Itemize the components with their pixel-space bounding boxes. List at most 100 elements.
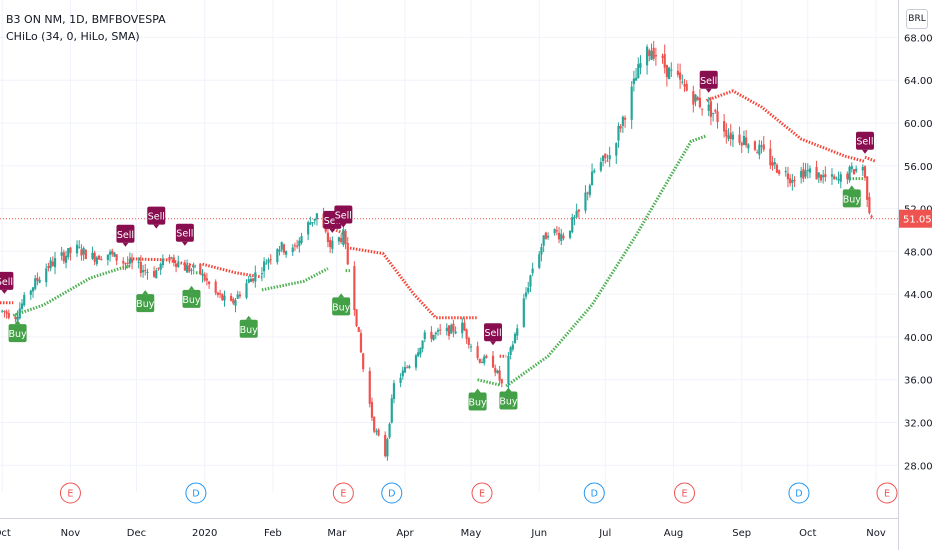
dividend-event-circle[interactable] xyxy=(185,482,207,504)
candle-body xyxy=(403,367,407,373)
candle xyxy=(168,254,171,264)
dividend-event-circle[interactable] xyxy=(583,482,605,504)
dividend-event-circle[interactable] xyxy=(381,482,403,504)
earnings-event-circle[interactable] xyxy=(674,482,696,504)
candle xyxy=(269,254,272,265)
candle-body xyxy=(745,137,748,146)
candle xyxy=(313,218,316,225)
candle-body xyxy=(414,355,418,368)
candle-body xyxy=(773,162,776,165)
candle xyxy=(593,168,596,174)
candle-body xyxy=(7,312,10,318)
candle xyxy=(177,255,180,268)
candle-body xyxy=(786,173,790,180)
candle xyxy=(648,48,651,62)
candle xyxy=(555,226,558,236)
currency-button[interactable]: BRL xyxy=(906,9,928,29)
candle xyxy=(362,352,365,373)
earnings-event-marker[interactable]: E xyxy=(471,482,493,504)
dividend-event-marker[interactable]: D xyxy=(788,482,810,504)
candle-body xyxy=(344,230,347,244)
earnings-event-marker[interactable]: E xyxy=(876,482,898,504)
candle xyxy=(588,183,591,198)
candle xyxy=(100,256,103,261)
candle xyxy=(538,251,541,270)
candle-body xyxy=(833,176,836,180)
candle xyxy=(203,272,206,282)
hilo-sell-line xyxy=(129,257,197,268)
candle xyxy=(7,309,10,320)
candle-body xyxy=(36,277,39,281)
earnings-event-circle[interactable] xyxy=(471,482,493,504)
candle xyxy=(113,252,116,258)
chart-legend: B3 ON NM, 1D, BMFBOVESPA CHiLo (34, 0, H… xyxy=(6,11,166,45)
candle-body xyxy=(725,129,728,137)
indicator-title[interactable]: CHiLo (34, 0, HiLo, SMA) xyxy=(6,30,140,43)
candle xyxy=(454,326,457,335)
candle-body xyxy=(676,70,680,75)
candle-body xyxy=(137,261,140,263)
earnings-event-circle[interactable] xyxy=(59,482,81,504)
candle xyxy=(218,289,222,299)
candle-body xyxy=(822,175,825,178)
earnings-event-marker[interactable]: E xyxy=(59,482,81,504)
candle-body xyxy=(617,125,620,141)
candle-body xyxy=(723,121,726,132)
candle xyxy=(615,142,618,165)
earnings-event-marker[interactable]: E xyxy=(674,482,696,504)
candle xyxy=(667,66,671,80)
candle xyxy=(439,323,442,336)
candle-body xyxy=(491,355,495,368)
candle-body xyxy=(590,171,594,186)
candle xyxy=(93,250,96,266)
candle xyxy=(773,157,776,170)
buy-signal-badge xyxy=(8,324,27,343)
candle xyxy=(62,249,65,264)
sell-signal-pointer xyxy=(153,224,160,229)
candle-body xyxy=(615,143,618,156)
dividend-event-marker[interactable]: D xyxy=(185,482,207,504)
candle-body xyxy=(553,229,556,234)
hilo-buy-line xyxy=(261,267,329,292)
candle xyxy=(837,171,840,184)
candle xyxy=(152,266,156,278)
candle xyxy=(144,263,147,276)
candle xyxy=(683,79,686,92)
dividend-event-marker[interactable]: D xyxy=(381,482,403,504)
candle xyxy=(742,130,746,146)
hilo-buy-line xyxy=(477,378,500,387)
candle xyxy=(661,53,664,64)
candle-body xyxy=(861,166,864,171)
candle xyxy=(445,323,448,336)
symbol-title[interactable]: B3 ON NM, 1D, BMFBOVESPA xyxy=(6,13,166,26)
earnings-event-marker[interactable]: E xyxy=(332,482,354,504)
candle-body xyxy=(663,54,666,68)
candle xyxy=(36,272,39,286)
sell-signal-label: Sell xyxy=(484,328,501,339)
candle xyxy=(23,291,26,307)
candle xyxy=(784,166,787,177)
buy-signal: Buy xyxy=(332,293,351,316)
candle-body xyxy=(555,230,558,232)
candle-body xyxy=(282,244,286,253)
earnings-event-circle[interactable] xyxy=(876,482,898,504)
candle xyxy=(654,47,657,66)
candle-body xyxy=(31,287,35,292)
candle xyxy=(14,313,17,323)
candle xyxy=(599,157,602,173)
hilo-buy-line xyxy=(505,134,707,388)
candle xyxy=(846,171,849,185)
sell-signal-badge xyxy=(175,223,194,242)
candle xyxy=(692,85,695,113)
candle-body xyxy=(177,262,180,268)
dividend-event-marker[interactable]: D xyxy=(583,482,605,504)
sell-signal: Sell xyxy=(147,206,166,229)
dividend-event-circle[interactable] xyxy=(788,482,810,504)
earnings-event-circle[interactable] xyxy=(332,482,354,504)
candle xyxy=(542,235,545,253)
candle-body xyxy=(375,431,378,433)
x-tick-label: Mar xyxy=(327,528,347,539)
sell-signal-pointer xyxy=(861,149,868,154)
